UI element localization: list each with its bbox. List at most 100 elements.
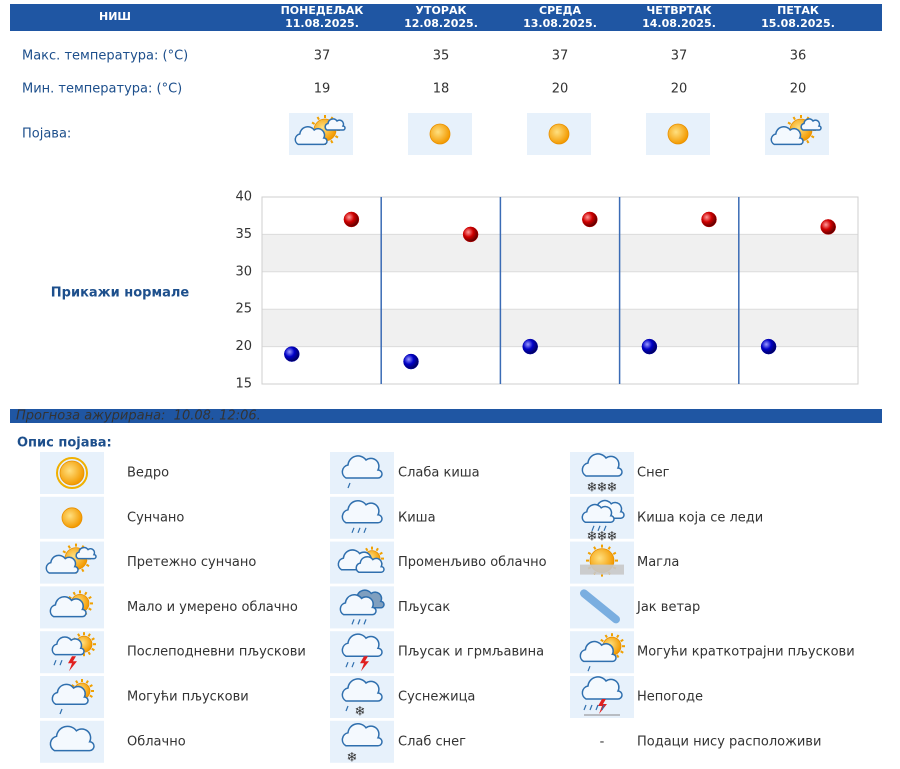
legend-label: Слаб снег (398, 734, 466, 749)
weather-icon (570, 631, 634, 674)
cloud (341, 499, 383, 524)
weather-icon (330, 631, 394, 674)
legend-label: Могући краткотрајни пљускови (637, 645, 855, 660)
y-tick-label: 35 (235, 227, 252, 242)
grid-band (262, 309, 858, 347)
show-normals-link[interactable]: Прикажи нормале (51, 286, 190, 301)
legend-label: Ведро (127, 466, 169, 481)
rain-drop (587, 665, 591, 672)
y-tick-label: 20 (235, 339, 252, 354)
sun-ray (792, 116, 796, 121)
grid-band (262, 234, 858, 272)
sun-ring (56, 457, 88, 489)
legend-label: Киша која се леди (637, 510, 763, 525)
cloud (49, 725, 95, 752)
day-date: 15.08.2025. (761, 17, 835, 30)
cloud (339, 594, 377, 616)
sun-ray (616, 634, 620, 639)
sun-ray (84, 591, 88, 596)
day-date: 14.08.2025. (642, 17, 716, 30)
legend-label: Непогоде (637, 690, 703, 705)
rain-drop (53, 659, 57, 666)
weather-icon (527, 113, 591, 155)
weather-icon (646, 113, 710, 155)
cloud (341, 633, 383, 657)
day-date: 13.08.2025. (523, 17, 597, 30)
weather-icon (408, 113, 472, 155)
plot-border (261, 196, 859, 385)
day-name: УТОРАК (416, 4, 467, 17)
weather-icon (330, 586, 394, 629)
legend-label: Снег (637, 466, 670, 481)
legend-label: Јак ветар (636, 600, 700, 615)
weather-icon (765, 113, 829, 155)
day-date: 11.08.2025. (285, 17, 359, 30)
sun (667, 123, 689, 145)
temperature-dot (820, 219, 836, 235)
sun-ray (330, 139, 334, 144)
rain-drop (601, 704, 605, 711)
rain-drop (597, 525, 601, 532)
sun-ray (87, 633, 91, 637)
sun-ray (85, 680, 89, 684)
table-value: 36 (790, 49, 807, 64)
sun-ray (87, 651, 91, 656)
snow-flake: ❄ (607, 529, 618, 544)
rain-drop (363, 619, 367, 625)
weather-icon (40, 496, 104, 539)
weather-icon (289, 113, 353, 155)
cloud (341, 455, 383, 479)
sun-ray (89, 684, 93, 688)
sun-ray (334, 135, 339, 139)
legend-label: Слаба киша (398, 466, 480, 481)
sun-ray (316, 116, 320, 121)
city-header: НИШ (99, 10, 131, 23)
weather-icon (40, 631, 104, 674)
table-value: 37 (552, 49, 569, 64)
rain-drop (59, 708, 63, 715)
y-tick-label: 15 (235, 377, 252, 392)
table-value: 35 (433, 49, 450, 64)
cloud (49, 596, 87, 618)
temperature-dot (343, 211, 360, 228)
cloud (579, 640, 617, 663)
sun-ray (612, 551, 617, 555)
weather-icon (40, 676, 104, 718)
weather-icon (40, 586, 104, 629)
sun-ray (379, 551, 383, 555)
sun-ray (89, 694, 93, 698)
header-bar (10, 4, 882, 31)
legend-title: Опис појава: (17, 436, 112, 451)
sun-ray (787, 121, 792, 125)
sun-ray (91, 637, 95, 641)
sun-ray (88, 607, 92, 611)
snow-flake: ❄ (597, 481, 608, 496)
sun-ray (616, 654, 620, 658)
rain-drop (345, 705, 349, 712)
y-tick-label: 25 (235, 302, 252, 317)
cloud (75, 546, 97, 560)
legend-label: Магла (637, 555, 679, 570)
sun (429, 123, 451, 145)
legend-label: Послеподневни пљускови (127, 645, 306, 660)
legend-label: Суснежица (398, 690, 475, 705)
cloud (800, 118, 822, 131)
lightning (68, 656, 77, 672)
rain-drop (357, 619, 361, 625)
cloud (294, 126, 328, 146)
cloud (341, 722, 383, 747)
sun-ray (81, 568, 85, 573)
sun-ray (311, 121, 316, 125)
rain-drop (351, 661, 355, 668)
table-value: 20 (552, 82, 569, 97)
wind (580, 589, 620, 624)
sun-ray (620, 638, 624, 643)
lightning (360, 656, 369, 672)
legend-label: Пљусак (398, 600, 450, 615)
cloud (51, 683, 89, 705)
row-label: Макс. температура: (°C) (22, 49, 188, 64)
sun-ray (600, 638, 604, 643)
table-value: 19 (314, 82, 331, 97)
temperature-dot (522, 338, 538, 355)
y-tick-label: 40 (235, 190, 252, 205)
